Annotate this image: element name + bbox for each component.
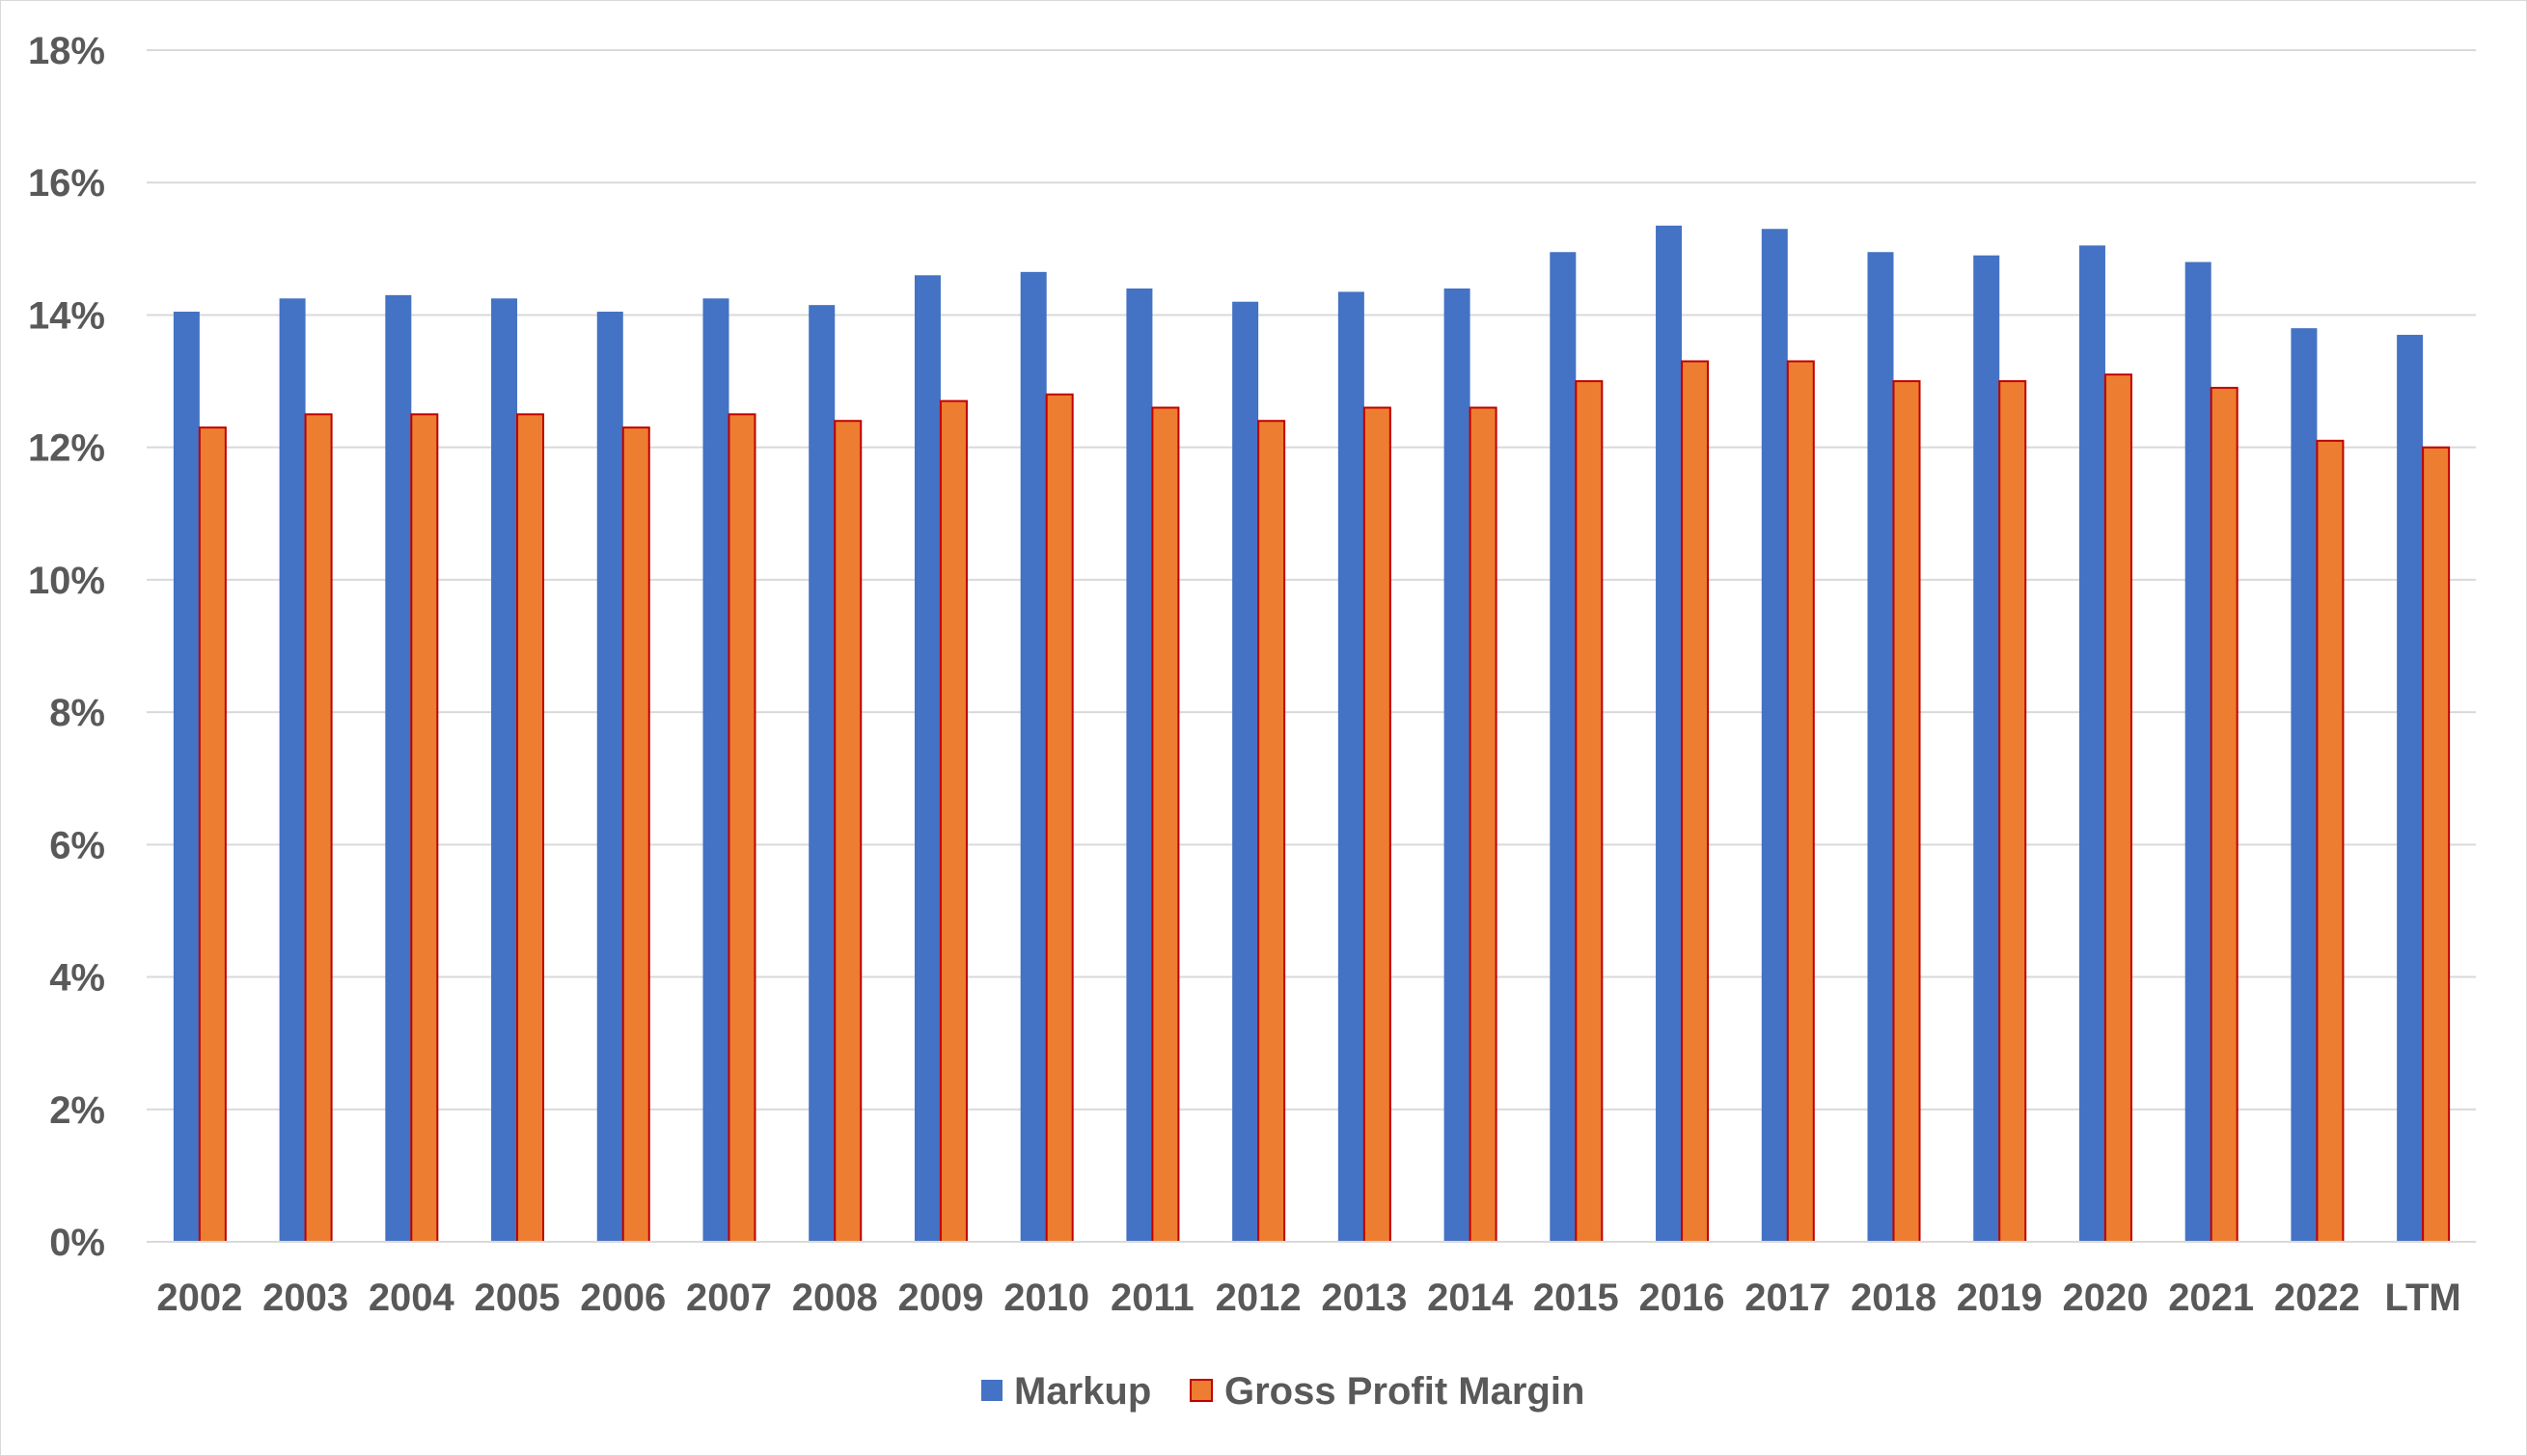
- x-tick-label: 2011: [1111, 1277, 1195, 1319]
- markup-bar: [702, 298, 729, 1243]
- markup-bar: [1337, 291, 1364, 1242]
- y-tick-label: 0%: [49, 1222, 105, 1264]
- markup-bar: [809, 305, 836, 1242]
- x-tick-label: 2007: [686, 1277, 772, 1319]
- x-tick-label: 2021: [2168, 1277, 2254, 1319]
- gross-profit-margin-bar: [1469, 406, 1497, 1243]
- markup-bar: [1761, 229, 1788, 1242]
- markup-bar: [596, 312, 623, 1242]
- x-tick-label: 2004: [369, 1277, 455, 1319]
- legend-label: Markup: [1014, 1370, 1151, 1413]
- x-tick-label: 2020: [2062, 1277, 2148, 1319]
- x-tick-label: 2016: [1639, 1277, 1725, 1319]
- gross-profit-margin-bar: [1257, 420, 1286, 1243]
- gross-profit-margin-bar: [1786, 360, 1815, 1243]
- y-tick-label: 4%: [49, 957, 105, 1000]
- x-tick-label: 2019: [1957, 1277, 2043, 1319]
- gross-profit-margin-bar: [516, 413, 545, 1244]
- legend-swatch: [981, 1380, 1003, 1401]
- markup-bar: [173, 312, 200, 1242]
- gross-profit-margin-bar: [2103, 373, 2132, 1243]
- x-tick-label: LTM: [2385, 1277, 2461, 1319]
- legend-label: Gross Profit Margin: [1224, 1370, 1584, 1413]
- x-tick-label: 2009: [897, 1277, 983, 1319]
- gross-profit-margin-bar: [2422, 446, 2451, 1243]
- gross-profit-margin-bar: [304, 413, 333, 1244]
- legend: Markup Gross Profit Margin: [981, 1370, 1584, 1413]
- gross-profit-margin-bar: [1151, 406, 1180, 1243]
- markup-bar: [1550, 252, 1577, 1242]
- markup-bar: [1867, 252, 1894, 1242]
- gross-profit-margin-bar: [621, 426, 650, 1244]
- x-tick-label: 2017: [1744, 1277, 1830, 1319]
- markup-bar: [2397, 335, 2424, 1242]
- x-tick-label: 2014: [1427, 1277, 1514, 1319]
- x-tick-label: 2003: [262, 1277, 348, 1319]
- markup-bar: [2184, 261, 2211, 1242]
- x-tick-label: 2008: [792, 1277, 878, 1319]
- x-axis-ticks: 2002 2003 2004 2005 2006 2007 2008 2009 2010 2011…: [156, 1277, 2460, 1319]
- y-tick-label: 14%: [28, 294, 105, 337]
- y-axis-ticks: 0% 2% 4% 6% 8% 10% 12% 14% 16% 18%: [28, 30, 105, 1264]
- x-tick-label: 2010: [1003, 1277, 1089, 1319]
- gross-profit-margin-bar: [939, 399, 968, 1243]
- gross-profit-margin-bar: [2210, 386, 2239, 1243]
- markup-bar: [1126, 288, 1153, 1242]
- y-tick-label: 6%: [49, 824, 105, 866]
- gross-profit-margin-bar: [1998, 380, 2027, 1243]
- markup-bar: [1656, 225, 1683, 1242]
- y-tick-label: 10%: [28, 560, 105, 602]
- bars: [173, 225, 2451, 1244]
- markup-bar: [1443, 288, 1470, 1242]
- markup-bar: [385, 294, 412, 1243]
- markup-bar: [491, 298, 518, 1243]
- y-tick-label: 16%: [28, 162, 105, 205]
- x-tick-label: 2002: [156, 1277, 242, 1319]
- markup-bar: [279, 298, 306, 1243]
- y-tick-label: 8%: [49, 692, 105, 734]
- x-tick-label: 2012: [1216, 1277, 1302, 1319]
- markup-bar: [1232, 301, 1259, 1242]
- markup-bar: [914, 275, 941, 1242]
- y-tick-label: 2%: [49, 1089, 105, 1132]
- legend-swatch: [1190, 1379, 1213, 1402]
- gross-profit-margin-bar: [2316, 439, 2345, 1243]
- gross-profit-margin-bar: [410, 413, 439, 1244]
- y-tick-label: 18%: [28, 30, 105, 72]
- gross-profit-margin-bar: [1362, 406, 1391, 1243]
- markup-bar: [2078, 245, 2105, 1242]
- x-tick-label: 2006: [580, 1277, 666, 1319]
- gross-profit-margin-bar: [728, 413, 756, 1244]
- markup-bar: [1020, 271, 1047, 1242]
- x-tick-label: 2015: [1533, 1277, 1619, 1319]
- markup-bar: [2291, 328, 2318, 1243]
- x-tick-label: 2005: [475, 1277, 561, 1319]
- gross-profit-margin-bar: [198, 426, 227, 1244]
- gross-profit-margin-bar: [1045, 393, 1074, 1243]
- gross-profit-margin-bar: [1575, 380, 1604, 1243]
- markup-bar: [1973, 255, 2000, 1242]
- gross-profit-margin-bar: [1892, 380, 1921, 1243]
- gross-profit-margin-bar: [1681, 360, 1710, 1243]
- gross-profit-margin-bar: [834, 420, 863, 1243]
- x-tick-label: 2018: [1851, 1277, 1936, 1319]
- x-tick-label: 2022: [2274, 1277, 2360, 1319]
- y-tick-label: 12%: [28, 427, 105, 470]
- x-tick-label: 2013: [1321, 1277, 1407, 1319]
